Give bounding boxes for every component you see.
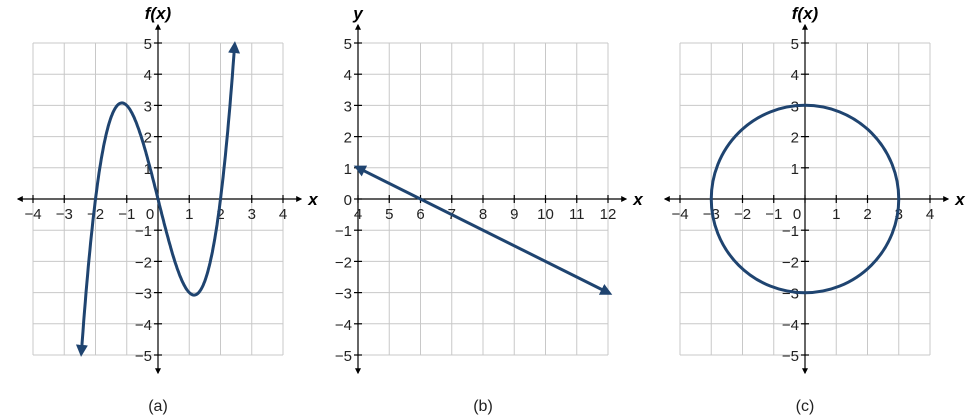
y-axis-label: f(x)	[145, 4, 172, 23]
x-tick-label: 4	[279, 206, 287, 223]
panel-caption: (a)	[148, 398, 168, 415]
y-tick-label: −1	[135, 223, 152, 240]
x-tick-label: 11	[569, 206, 585, 223]
x-tick-label: 0	[793, 206, 801, 223]
y-tick-label: −5	[335, 348, 352, 365]
x-tick-label: −1	[118, 206, 135, 223]
x-tick-label: −2	[734, 206, 751, 223]
circle-curve	[709, 103, 901, 295]
y-tick-label: 5	[344, 36, 352, 53]
x-axis-label: x	[954, 190, 966, 209]
y-tick-label: 3	[144, 98, 152, 115]
y-tick-label: 4	[791, 67, 799, 84]
y-tick-label: −1	[335, 223, 352, 240]
x-tick-label: 2	[863, 206, 871, 223]
y-tick-label: 1	[791, 161, 799, 178]
x-axis-label: x	[632, 190, 644, 209]
y-tick-label: −2	[135, 254, 152, 271]
cubic-curve	[75, 41, 241, 357]
y-tick-label: 4	[344, 67, 352, 84]
line-curve	[353, 165, 613, 295]
x-tick-label: −3	[56, 206, 73, 223]
y-tick-label: −2	[782, 254, 799, 271]
y-tick-label: 5	[791, 36, 799, 53]
panel-caption: (b)	[473, 398, 493, 415]
x-tick-label: 3	[248, 206, 256, 223]
y-tick-label: 2	[791, 130, 799, 147]
y-tick-label: 0	[344, 192, 352, 209]
x-tick-label: −4	[671, 206, 688, 223]
x-tick-label: −4	[24, 206, 41, 223]
x-tick-label: 5	[385, 206, 393, 223]
y-tick-label: −5	[135, 348, 152, 365]
y-tick-label: 5	[144, 36, 152, 53]
y-tick-label: 3	[344, 98, 352, 115]
y-axis-label: y	[352, 4, 364, 23]
panel-caption: (c)	[796, 398, 815, 415]
x-tick-label: 4	[354, 206, 362, 223]
y-tick-label: −4	[782, 317, 799, 334]
y-tick-label: −3	[335, 286, 352, 303]
y-tick-label: −4	[335, 317, 352, 334]
y-tick-label: 2	[344, 130, 352, 147]
y-tick-label: −1	[782, 223, 799, 240]
x-tick-label: 6	[416, 206, 424, 223]
y-tick-label: −4	[135, 317, 152, 334]
x-tick-label: −1	[765, 206, 782, 223]
x-tick-label: 4	[926, 206, 934, 223]
y-tick-label: −3	[782, 286, 799, 303]
y-tick-label: −5	[782, 348, 799, 365]
x-axis-label: x	[307, 190, 319, 209]
x-tick-label: 1	[185, 206, 193, 223]
x-tick-label: 8	[479, 206, 487, 223]
y-axis-label: f(x)	[792, 4, 819, 23]
x-tick-label: 10	[537, 206, 554, 223]
y-tick-label: −2	[335, 254, 352, 271]
x-tick-label: 12	[600, 206, 617, 223]
y-tick-label: 1	[344, 161, 352, 178]
x-tick-label: 0	[146, 206, 154, 223]
x-tick-label: 1	[832, 206, 840, 223]
y-tick-label: −3	[135, 286, 152, 303]
y-tick-label: 4	[144, 67, 152, 84]
x-tick-label: 9	[510, 206, 518, 223]
